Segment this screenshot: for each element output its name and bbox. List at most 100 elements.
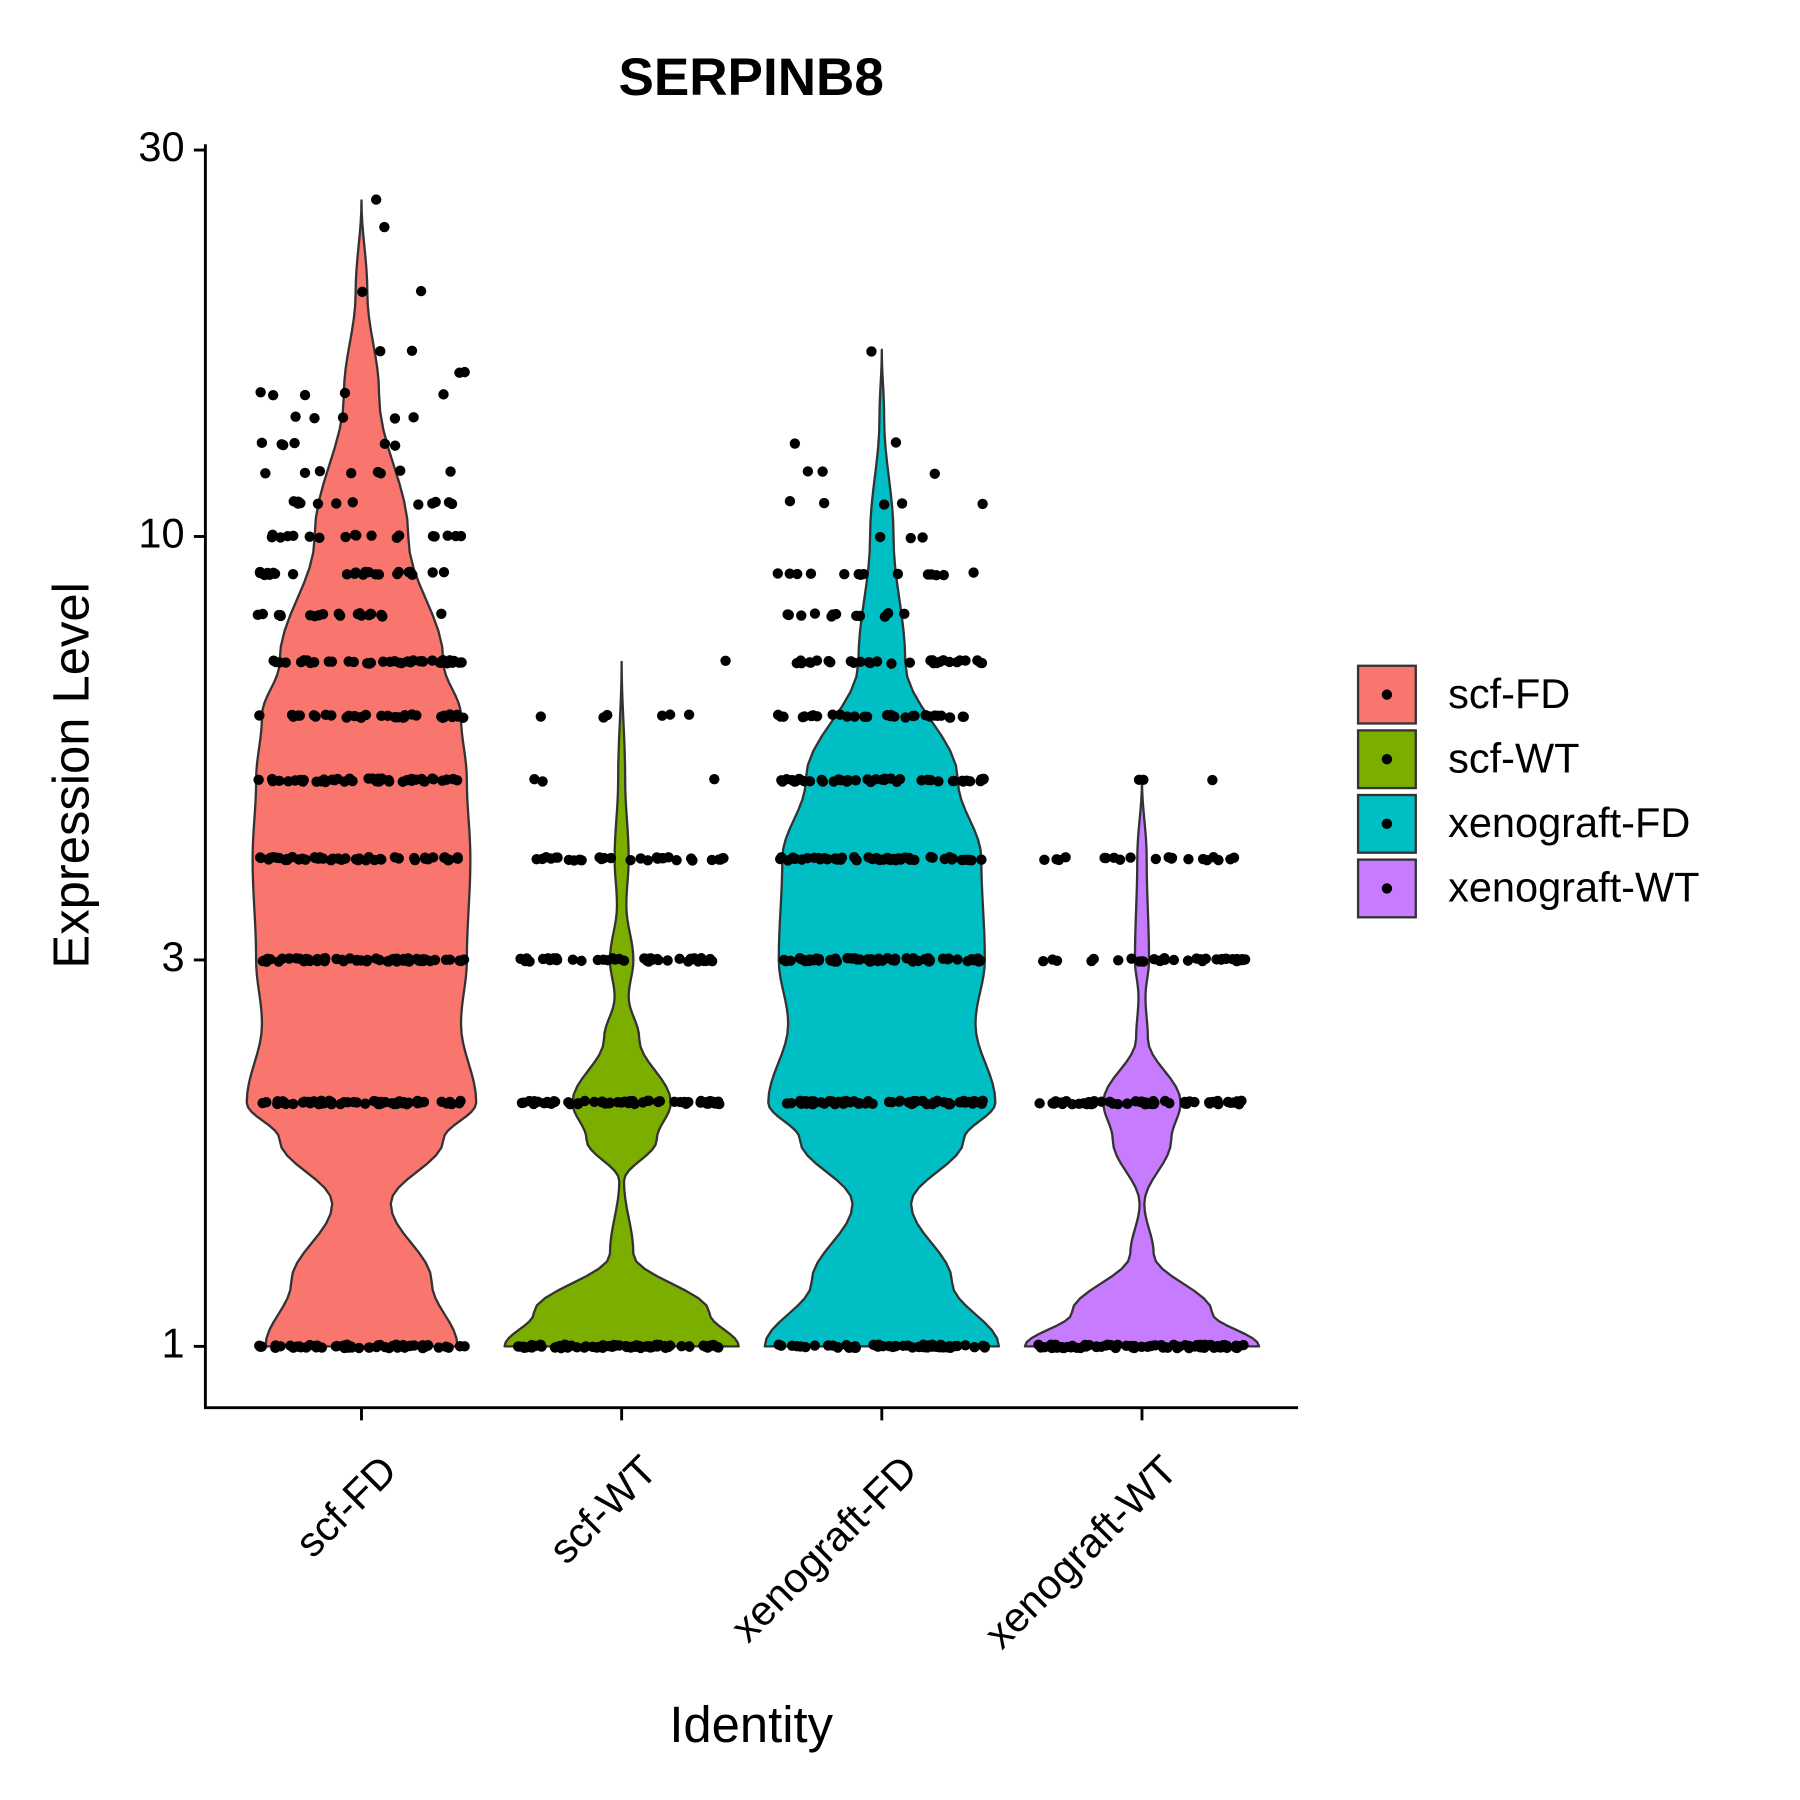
data-point <box>1039 854 1050 866</box>
data-point <box>438 566 450 578</box>
data-point <box>826 1096 838 1107</box>
data-point <box>282 531 293 542</box>
data-point <box>874 531 886 543</box>
data-point <box>799 775 810 787</box>
data-point <box>805 568 817 579</box>
data-point <box>664 709 676 720</box>
data-point <box>571 1342 583 1353</box>
data-point <box>643 1095 655 1107</box>
data-point <box>428 774 439 785</box>
data-point <box>1168 954 1180 966</box>
data-point <box>891 776 903 787</box>
data-point <box>537 776 548 787</box>
data-point <box>776 852 787 863</box>
data-point <box>960 1340 971 1351</box>
data-point <box>427 498 438 509</box>
data-point <box>408 852 420 864</box>
data-point <box>948 775 960 787</box>
data-point <box>379 221 390 233</box>
data-point <box>860 1098 871 1109</box>
data-point <box>642 855 653 866</box>
data-point <box>515 953 526 965</box>
data-point <box>1182 955 1194 966</box>
data-point <box>357 286 368 298</box>
data-point <box>453 711 464 722</box>
data-point <box>820 853 831 864</box>
data-point <box>1121 1340 1132 1352</box>
data-point <box>685 853 697 864</box>
data-point <box>350 567 361 578</box>
data-point <box>257 1097 268 1109</box>
data-point <box>1038 956 1049 967</box>
data-point <box>415 285 427 297</box>
data-point <box>1143 1098 1154 1109</box>
data-point <box>273 609 285 621</box>
data-point <box>887 954 898 966</box>
data-point <box>976 854 987 865</box>
data-point <box>454 367 465 378</box>
data-point <box>423 853 434 865</box>
data-point <box>1213 1099 1224 1110</box>
data-point <box>362 658 373 669</box>
data-point <box>960 854 971 865</box>
data-point <box>1056 1097 1067 1108</box>
data-point <box>254 1340 265 1351</box>
data-point <box>360 1098 371 1109</box>
data-point <box>1191 953 1202 964</box>
data-point <box>587 1341 598 1352</box>
data-point <box>952 954 963 965</box>
legend-key-dot <box>1381 754 1393 765</box>
data-point <box>526 1339 537 1351</box>
data-point <box>795 1341 806 1352</box>
data-point <box>818 497 830 509</box>
data-point <box>1205 1339 1216 1351</box>
data-point <box>1207 774 1218 786</box>
data-point <box>568 855 580 866</box>
data-point <box>370 194 382 205</box>
data-point <box>403 953 414 964</box>
data-point <box>254 566 266 578</box>
data-point <box>292 496 304 507</box>
data-point <box>654 1339 665 1351</box>
data-point <box>406 345 418 356</box>
data-point <box>1126 953 1137 964</box>
data-point <box>312 953 323 965</box>
data-point <box>805 657 816 668</box>
chart-title: SERPINB8 <box>618 48 883 107</box>
data-point <box>927 1341 938 1352</box>
data-point <box>276 439 287 450</box>
data-point <box>1220 953 1231 965</box>
data-point <box>845 656 857 667</box>
data-point <box>1217 1341 1228 1353</box>
data-point <box>700 1341 711 1352</box>
data-point <box>1234 954 1246 966</box>
legend-label: scf-FD <box>1448 670 1570 717</box>
data-point <box>899 608 910 620</box>
data-point <box>308 710 320 721</box>
data-point <box>268 655 279 666</box>
data-point <box>445 466 456 477</box>
data-point <box>392 1342 403 1353</box>
data-point <box>404 566 415 577</box>
data-point <box>796 610 807 621</box>
data-point <box>1079 1339 1091 1351</box>
data-point <box>855 569 866 580</box>
data-point <box>917 532 928 543</box>
data-point <box>598 852 610 864</box>
data-point <box>1110 1342 1121 1354</box>
data-point <box>802 852 813 864</box>
data-point <box>340 531 351 543</box>
data-point <box>389 413 401 424</box>
data-point <box>375 346 386 357</box>
data-point <box>379 438 391 450</box>
data-point <box>635 1342 646 1354</box>
data-point <box>563 1097 574 1108</box>
data-point <box>326 710 337 721</box>
data-point <box>772 568 783 579</box>
data-point <box>886 658 897 669</box>
data-point <box>274 775 285 787</box>
data-point <box>843 775 854 786</box>
data-point <box>676 1340 687 1352</box>
data-point <box>257 608 269 620</box>
data-point <box>782 609 793 620</box>
